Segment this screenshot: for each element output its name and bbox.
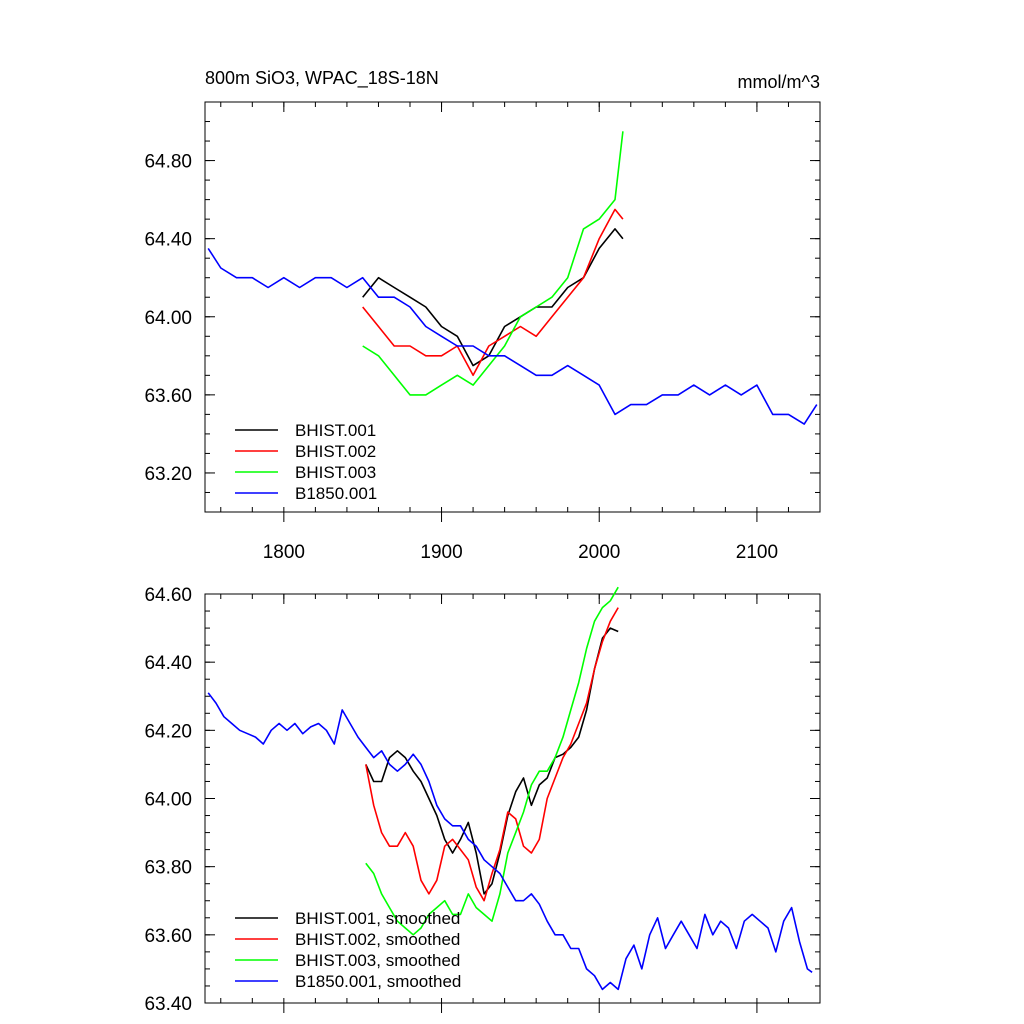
legend-label: B1850.001: [295, 484, 377, 503]
top-axis-group: 1800 1900 2000 2100 63.20 63.60 64.00 64.40 64.8…: [144, 101, 821, 563]
y-tick-label: 64.60: [144, 585, 192, 606]
legend-label: BHIST.003: [295, 463, 376, 482]
y-tick-label: 64.20: [144, 721, 192, 742]
legend-label: BHIST.002: [295, 442, 376, 461]
x-tick-label: 2000: [578, 542, 620, 563]
units-label: mmol/m^3: [738, 72, 820, 92]
y-tick-label: 64.00: [144, 308, 192, 329]
x-tick-label: 2100: [736, 542, 778, 563]
bottom-panel: 63.40 63.60 63.80 64.00 64.20 64.40 64.60 BHIS…: [144, 585, 821, 1015]
series-line-2: [365, 607, 619, 902]
y-tick-label: 64.40: [144, 230, 192, 251]
series-line-3: [365, 586, 619, 936]
legend-label: BHIST.001, smoothed: [295, 909, 460, 928]
chart-title: 800m SiO3, WPAC_18S-18N: [205, 68, 439, 89]
y-tick-label: 63.40: [144, 994, 192, 1015]
legend-label: BHIST.001: [295, 421, 376, 440]
bottom-axis-group: 63.40 63.60 63.80 64.00 64.20 64.40 64.60: [144, 585, 821, 1015]
y-tick-label: 64.80: [144, 152, 192, 173]
legend-label: B1850.001, smoothed: [295, 972, 461, 991]
y-tick-label: 64.40: [144, 653, 192, 674]
bottom-legend: BHIST.001, smoothed BHIST.002, smoothed BH…: [235, 909, 461, 991]
top-panel: 800m SiO3, WPAC_18S-18N mmol/m^3 1800 190…: [144, 68, 821, 563]
y-tick-label: 63.20: [144, 464, 192, 485]
series-line-4: [207, 247, 818, 425]
top-series-group: [207, 131, 818, 425]
y-tick-label: 63.60: [144, 386, 192, 407]
top-legend: BHIST.001 BHIST.002 BHIST.003 B1850.001: [235, 421, 377, 503]
y-tick-label: 63.80: [144, 858, 192, 879]
series-line-4: [207, 692, 813, 991]
plot-frame: [204, 101, 821, 513]
bottom-series-group: [207, 586, 813, 991]
y-tick-label: 63.60: [144, 926, 192, 947]
series-line-2: [362, 208, 624, 377]
legend-label: BHIST.002, smoothed: [295, 930, 460, 949]
x-tick-label: 1800: [263, 542, 305, 563]
x-tick-label: 1900: [420, 542, 462, 563]
y-tick-label: 64.00: [144, 790, 192, 811]
legend-label: BHIST.003, smoothed: [295, 951, 460, 970]
